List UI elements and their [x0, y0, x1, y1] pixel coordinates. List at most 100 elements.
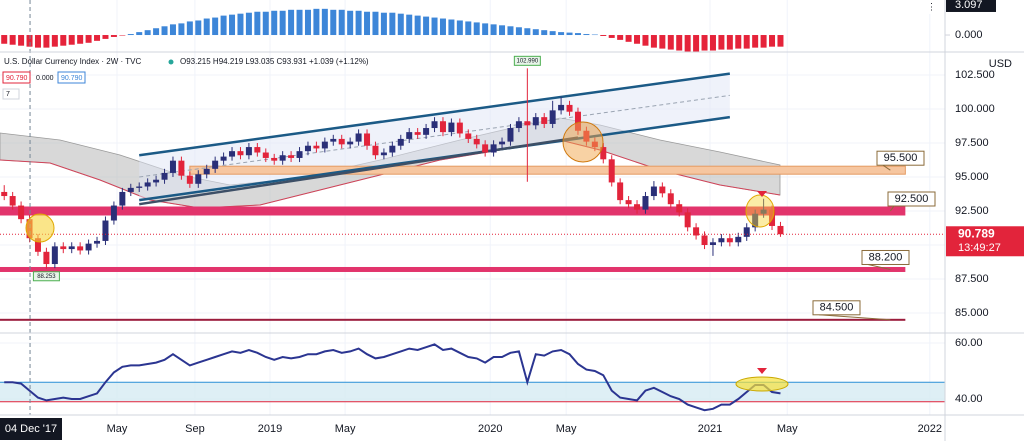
candle-body: [203, 168, 210, 175]
histogram-bar: [60, 35, 67, 46]
histogram-bar: [195, 20, 202, 36]
histogram-bar: [338, 9, 345, 36]
x-tick-label: 2021: [698, 423, 722, 435]
candle-body: [473, 138, 480, 145]
histogram-bar: [465, 21, 472, 36]
histogram-bar: [515, 27, 522, 36]
candle-body: [347, 141, 354, 145]
histogram-bar: [507, 26, 514, 36]
candle-body: [465, 133, 472, 139]
last-value-label: 3.097: [955, 0, 983, 11]
histogram-bar: [600, 35, 607, 36]
histogram-bar: [254, 11, 261, 36]
candle-body: [482, 144, 489, 153]
candle-body: [406, 132, 413, 139]
y-tick-label: 60.00: [955, 337, 983, 349]
histogram-bar: [34, 35, 41, 48]
histogram-bar: [709, 35, 716, 51]
candle-body: [777, 225, 784, 235]
candle-body: [34, 238, 41, 252]
indicator-count[interactable]: 7: [6, 91, 10, 98]
histogram-bar: [676, 35, 683, 51]
y-tick-label: 0.000: [955, 29, 983, 41]
y-tick-label: 95.000: [955, 171, 989, 183]
histogram-bar: [9, 35, 16, 45]
histogram-bar: [777, 35, 784, 47]
histogram-bar: [271, 10, 278, 36]
histogram-bar: [566, 32, 573, 36]
candle-body: [380, 152, 387, 156]
level-band: [189, 165, 906, 175]
histogram-bar: [439, 18, 446, 36]
candle-body: [735, 236, 742, 243]
histogram-bar: [482, 23, 489, 36]
histogram-bar: [583, 34, 590, 36]
histogram-bar: [389, 12, 396, 36]
histogram-bar: [153, 28, 160, 36]
level-leader: [867, 263, 891, 270]
candle-body: [726, 238, 733, 243]
candle-body: [245, 147, 252, 156]
histogram-bar: [119, 35, 126, 36]
candle-body: [271, 157, 278, 161]
level-label: 88.200: [869, 251, 903, 263]
trendline: [139, 72, 731, 157]
candle-body: [752, 213, 759, 228]
toolbar-icon[interactable]: ⋮: [927, 1, 936, 11]
level-band: [0, 266, 906, 272]
y-tick-label: 85.000: [955, 307, 989, 319]
candle-body: [186, 175, 193, 184]
level-label-box: [887, 191, 936, 207]
candle-body: [313, 145, 320, 149]
highlight-circle: [562, 121, 604, 163]
crosshair-label: 04 Dec '17: [5, 423, 57, 435]
indicator-value: 0.000: [36, 75, 54, 82]
candle-body: [102, 220, 109, 241]
histogram-bar: [726, 35, 733, 50]
candle-body: [372, 145, 379, 156]
candle-body: [524, 121, 531, 126]
rsi-band: [0, 382, 945, 402]
candle-body: [558, 104, 565, 111]
candle-body: [634, 204, 641, 210]
candle-body: [490, 144, 497, 153]
histogram-bar: [625, 35, 632, 42]
candle-body: [709, 242, 716, 246]
toolbar[interactable]: [920, 0, 944, 14]
indicator-toggle[interactable]: [2, 88, 20, 100]
candle-body: [625, 200, 632, 205]
histogram-bar: [321, 8, 328, 36]
y-tick-label: 87.500: [955, 273, 989, 285]
highlight-ellipse: [735, 376, 789, 392]
histogram-bar: [549, 31, 556, 36]
ohlc-legend: O93.215 H94.219 L93.035 C93.931 +1.039 (…: [180, 57, 369, 66]
candle-body: [304, 145, 311, 152]
candle-body: [448, 122, 455, 133]
candle-body: [136, 186, 143, 188]
histogram-bar: [532, 29, 539, 36]
annotation-label: 88.253: [37, 274, 56, 280]
candle-body: [119, 191, 126, 206]
candle-body: [279, 155, 286, 161]
x-tick-label: 2020: [478, 423, 502, 435]
annotation-label: 102.990: [516, 58, 538, 64]
candle-body: [1, 191, 8, 197]
level-label-box: [876, 150, 925, 166]
histogram-bar: [591, 34, 598, 36]
candle-body: [296, 151, 303, 158]
histogram-bar: [752, 35, 759, 48]
candle-body: [718, 238, 725, 243]
highlight-circle: [745, 194, 775, 228]
annotation-box: [513, 55, 541, 66]
histogram-bar: [1, 35, 8, 44]
level-label: 95.500: [884, 152, 918, 164]
candle-body: [414, 132, 421, 135]
histogram-bar: [220, 15, 227, 36]
last-price-box: [946, 226, 1024, 257]
indicator-value: 90.790: [6, 75, 28, 82]
candle-body: [659, 186, 666, 194]
histogram-bar: [178, 23, 185, 36]
level-leader: [882, 164, 891, 171]
